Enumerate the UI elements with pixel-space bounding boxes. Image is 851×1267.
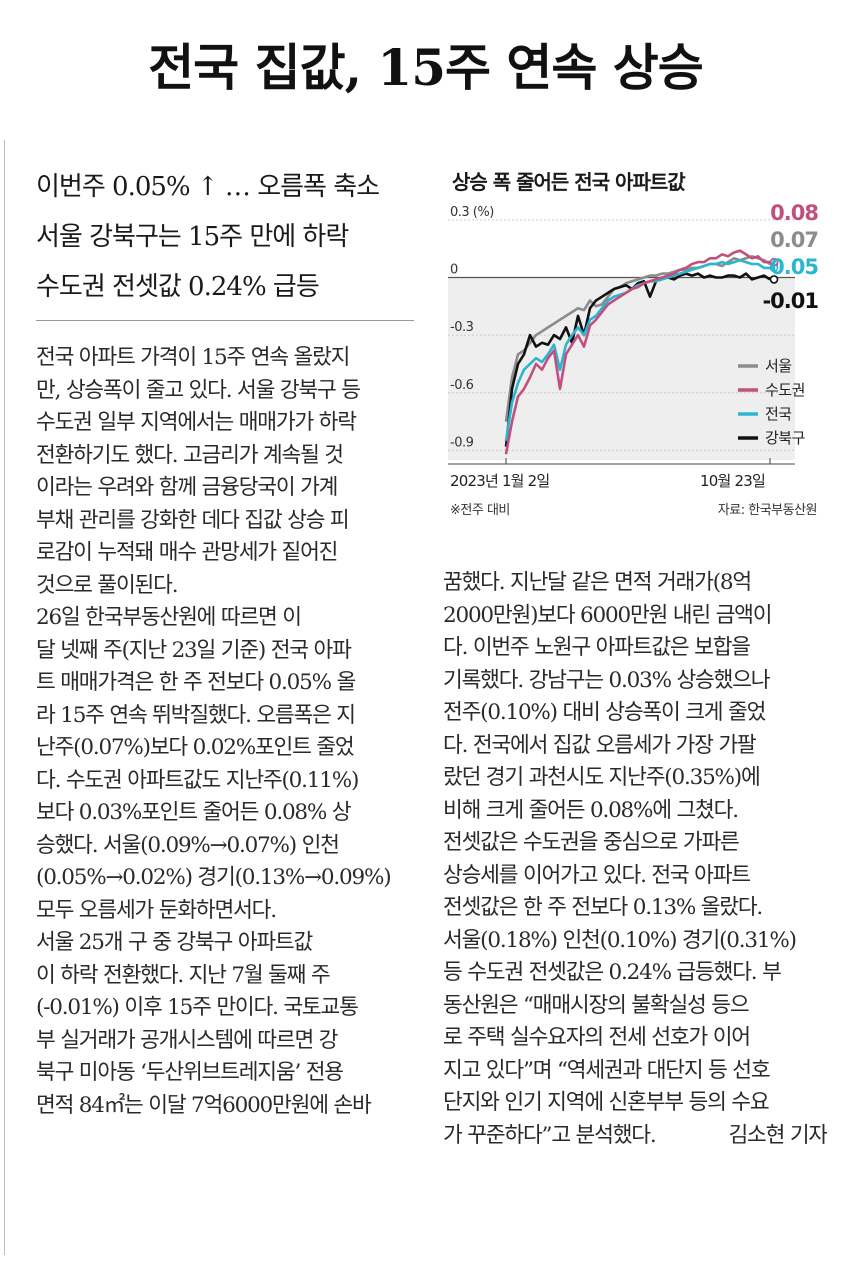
subhead-line: 수도권 전셋값 0.24% 급등	[36, 272, 320, 302]
body-line: 가 꾸준하다”고 분석했다. 김소현 기자	[443, 1120, 827, 1153]
series-end-marker	[769, 257, 779, 267]
legend-label: 강북구	[765, 429, 805, 447]
end-value-label: 0.08	[770, 201, 818, 225]
y-tick-label: 0	[450, 262, 458, 277]
subhead-line: 이번주 0.05% ↑ … 오름폭 축소	[36, 172, 380, 202]
chart-title: 상승 폭 줄어든 전국 아파트값	[452, 170, 686, 194]
series-line-nationwide	[504, 258, 770, 442]
body-line: 2000만원)보다 6000만원 내린 금액이	[443, 602, 773, 628]
x-tick-label: 10월 23일	[700, 472, 765, 490]
body-line: 서울(0.18%) 인천(0.10%) 경기(0.31%)	[443, 927, 797, 953]
subheads: 이번주 0.05% ↑ … 오름폭 축소 서울 강북구는 15주 만에 하락 수…	[36, 162, 416, 312]
body-line: 달 넷째 주(지난 23일 기준) 전국 아파	[36, 637, 352, 663]
y-tick-label: -0.3	[450, 320, 474, 335]
body-line: 전셋값은 한 주 전보다 0.13% 올랐다.	[443, 895, 763, 920]
body-line: 것으로 풀이된다.	[36, 572, 179, 598]
body-line-text: 가 꾸준하다”고 분석했다.	[443, 1122, 657, 1148]
subhead-divider	[36, 320, 414, 321]
body-line: 난주(0.07%)보다 0.02%포인트 줄었	[36, 735, 355, 760]
body-line: 북구 미아동 ‘두산위브트레지움’ 전용	[36, 1060, 344, 1085]
body-line: 비해 크게 줄어든 0.08%에 그쳤다.	[443, 797, 739, 823]
body-line: 서울 25개 구 중 강북구 아파트값	[36, 930, 313, 955]
body-line: 수도권 일부 지역에서는 매매가가 하락	[36, 410, 357, 435]
body-line: 다. 전국에서 집값 오름세가 가장 가팔	[443, 732, 757, 758]
body-line: 라 15주 연속 뛰박질했다. 오름폭은 지	[36, 702, 356, 728]
y-tick-label: 0.3 (%)	[450, 205, 494, 220]
chart-negative-area	[448, 277, 795, 460]
body-line: 전국 아파트 가격이 15주 연속 올랐지	[36, 345, 350, 370]
body-line: 부채 관리를 강화한 데다 집값 상승 피	[36, 507, 350, 533]
end-value-label: 0.07	[770, 228, 818, 252]
body-line: 꿈했다. 지난달 같은 면적 거래가(8억	[443, 570, 752, 595]
body-line: 26일 한국부동산원에 따르면 이	[36, 605, 302, 630]
body-line: 단지와 인기 지역에 신혼부부 등의 수요	[443, 1090, 770, 1115]
body-line: 이라는 우려와 함께 금융당국이 가계	[36, 475, 338, 500]
body-line: 전셋값은 수도권을 중심으로 가파른	[443, 830, 740, 855]
legend-label: 전국	[765, 405, 792, 423]
body-line: 다. 수도권 아파트값도 지난주(0.11%)	[36, 767, 359, 793]
line-chart: 0.3 (%) 0 -0.3 -0.6 -0.9 2023년 1월 2일 10월 23일 ※전…	[448, 201, 819, 518]
series-line-capital-area	[504, 249, 770, 455]
body-line: 지고 있다”며 “역세권과 대단지 등 선호	[443, 1057, 771, 1083]
body-line: 승했다. 서울(0.09%→0.07%) 인천	[36, 832, 340, 858]
body-line: 전주(0.10%) 대비 상승폭이 크게 줄었	[443, 700, 766, 725]
chart-note: ※전주 대비	[450, 503, 510, 518]
body-line: 로 주택 실수요자의 전세 선호가 이어	[443, 1025, 751, 1050]
body-line: 이 하락 전환했다. 지난 7월 둘째 주	[36, 962, 331, 988]
legend-label: 서울	[765, 357, 792, 375]
series-line-gangbuk	[504, 272, 771, 447]
body-line: 등 수도권 전셋값은 0.24% 급등했다. 부	[443, 960, 782, 985]
body-line: (-0.01%) 이후 15주 만이다. 국토교통	[36, 995, 359, 1020]
body-line: 부 실거래가 공개시스템에 따르면 강	[36, 1027, 338, 1053]
body-line: 트 매매가격은 한 주 전보다 0.05% 올	[36, 670, 356, 695]
body-line: 상승세를 이어가고 있다. 전국 아파트	[443, 862, 751, 888]
chart-source: 자료: 한국부동산원	[718, 503, 817, 518]
end-value-label: 0.05	[770, 255, 818, 279]
body-line: 전환하기도 했다. 고금리가 계속될 것	[36, 442, 344, 468]
y-tick-label: -0.6	[450, 378, 474, 393]
column-divider	[4, 140, 5, 1255]
legend-label: 수도권	[765, 381, 805, 399]
body-line: 면적 84㎡는 이달 7억6000만원에 손바	[36, 1092, 372, 1118]
body-line: (0.05%→0.02%) 경기(0.13%→0.09%)	[36, 865, 392, 890]
body-line: 동산원은 “매매시장의 불확실성 등으	[443, 992, 750, 1018]
body-line: 보다 0.03%포인트 줄어든 0.08% 상	[36, 800, 352, 825]
series-end-marker	[769, 275, 779, 284]
body-line: 만, 상승폭이 줄고 있다. 서울 강북구 등	[36, 377, 361, 403]
y-tick-label: -0.9	[450, 435, 474, 450]
body-line: 모두 오름세가 둔화하면서다.	[36, 897, 277, 923]
headline: 전국 집값, 15주 연속 상승	[148, 38, 704, 97]
body-line: 기록했다. 강남구는 0.03% 상승했으나	[443, 667, 771, 693]
byline: 김소현 기자	[728, 1122, 827, 1148]
end-value-label: -0.01	[762, 289, 818, 313]
article-body-right: 꿈했다. 지난달 같은 면적 거래가(8억 2000만원)보다 6000만원 내린…	[443, 567, 827, 1152]
body-line: 다. 이번주 노원구 아파트값은 보합을	[443, 635, 751, 660]
body-line: 랐던 경기 과천시도 지난주(0.35%)에	[443, 765, 761, 790]
subhead-line: 서울 강북구는 15주 만에 하락	[36, 222, 349, 252]
body-line: 로감이 누적돼 매수 관망세가 짙어진	[36, 540, 338, 565]
x-tick-label: 2023년 1월 2일	[450, 472, 549, 490]
